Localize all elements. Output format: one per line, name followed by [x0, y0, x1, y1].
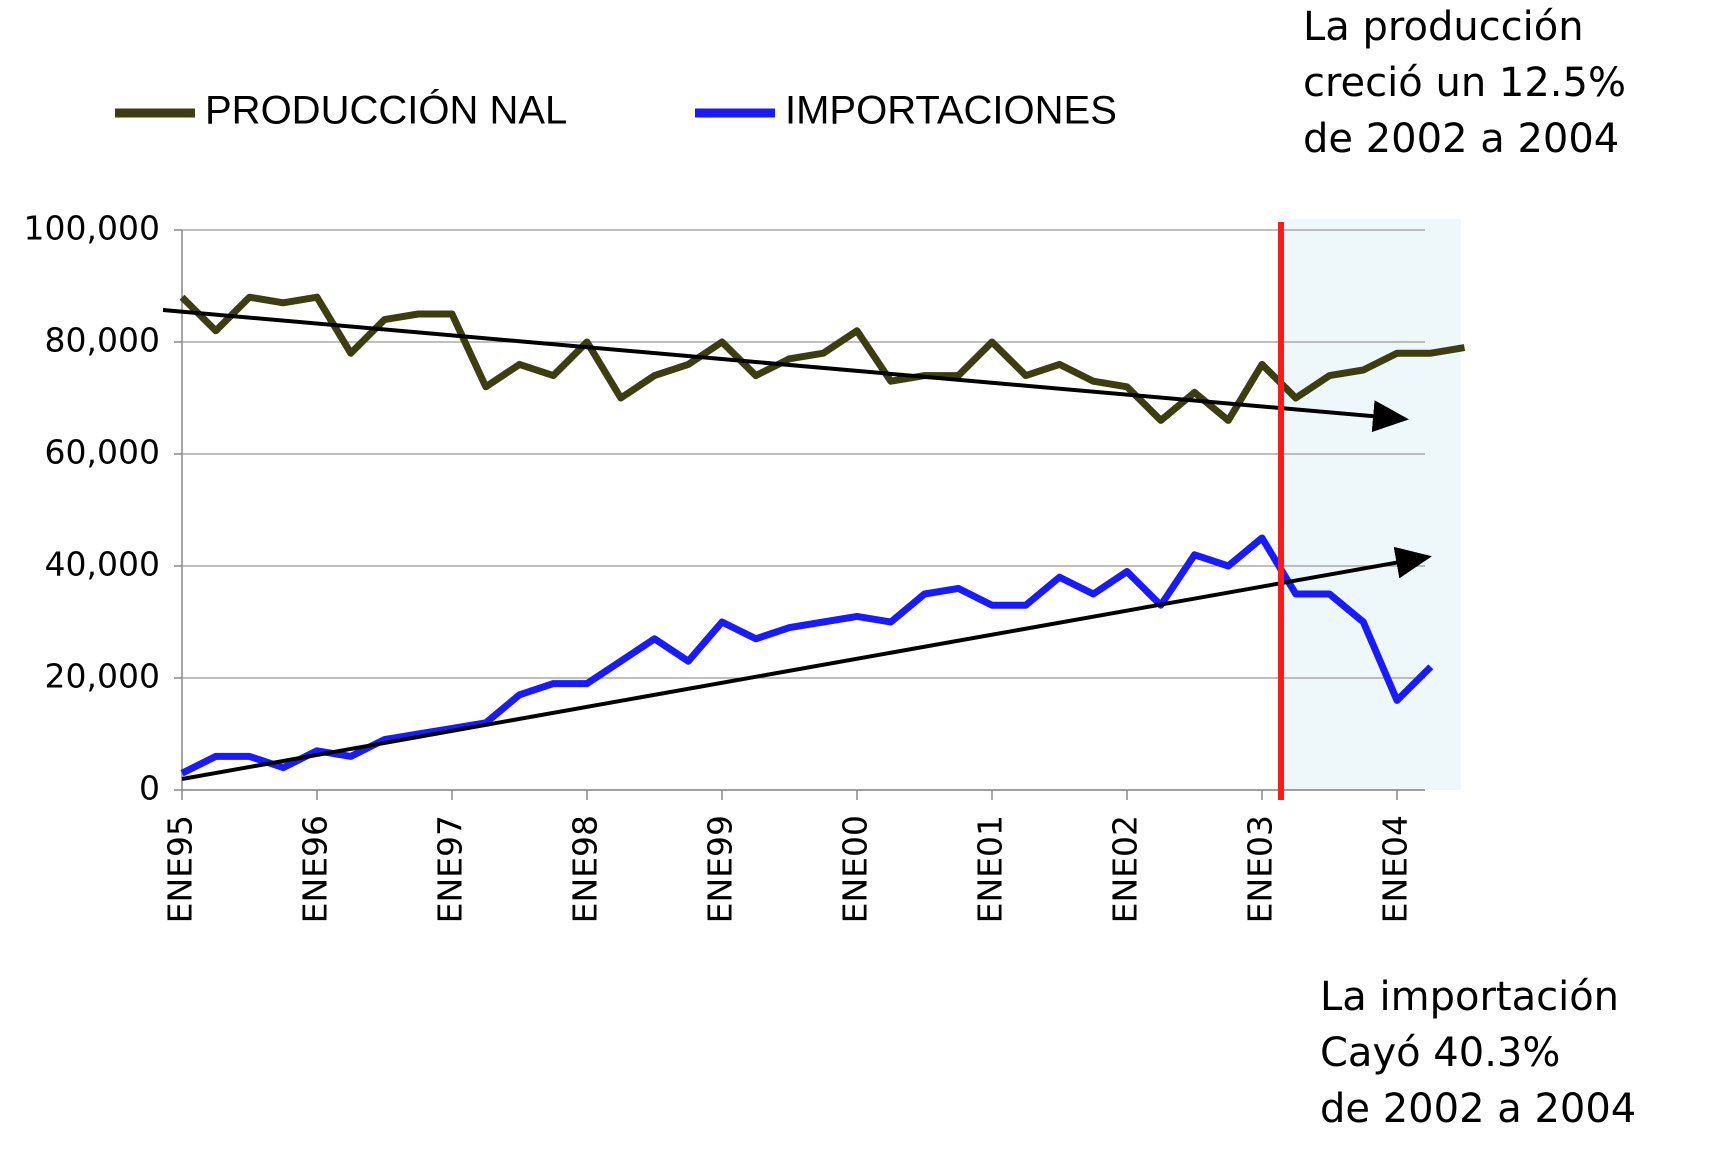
series-line [179, 293, 1466, 424]
annotation: creció un 12.5% [1303, 60, 1626, 106]
x-tick-label: ENE98 [566, 815, 605, 923]
annotation: de 2002 a 2004 [1303, 116, 1619, 162]
x-tick-label: ENE00 [836, 815, 875, 923]
y-tick-label: 80,000 [45, 321, 160, 360]
x-tick-label: ENE99 [701, 815, 740, 923]
y-tick-label: 40,000 [45, 545, 160, 584]
trend-arrow [181, 546, 1432, 781]
annotation: La producción [1303, 4, 1584, 50]
y-tick-label: 0 [139, 769, 160, 808]
x-tick-label: ENE95 [161, 815, 200, 923]
y-tick-label: 100,000 [24, 209, 160, 248]
x-tick-label: ENE02 [1106, 815, 1145, 923]
legend-label: IMPORTACIONES [785, 89, 1117, 133]
annotation: Cayó 40.3% [1320, 1030, 1560, 1076]
x-tick-label: ENE04 [1376, 815, 1415, 923]
series-line [180, 534, 1434, 777]
shaded-region [1279, 219, 1461, 790]
x-tick-label: ENE03 [1241, 815, 1280, 923]
x-tick-label: ENE96 [296, 815, 335, 923]
y-tick-label: 20,000 [45, 657, 160, 696]
y-tick-label: 60,000 [45, 433, 160, 472]
trend-arrow [162, 308, 1409, 433]
x-tick-label: ENE97 [431, 815, 470, 923]
annotation: de 2002 a 2004 [1320, 1086, 1636, 1132]
x-tick-label: ENE01 [971, 815, 1010, 923]
annotation: La importación [1320, 974, 1619, 1020]
legend-label: PRODUCCIÓN NAL [205, 88, 567, 133]
